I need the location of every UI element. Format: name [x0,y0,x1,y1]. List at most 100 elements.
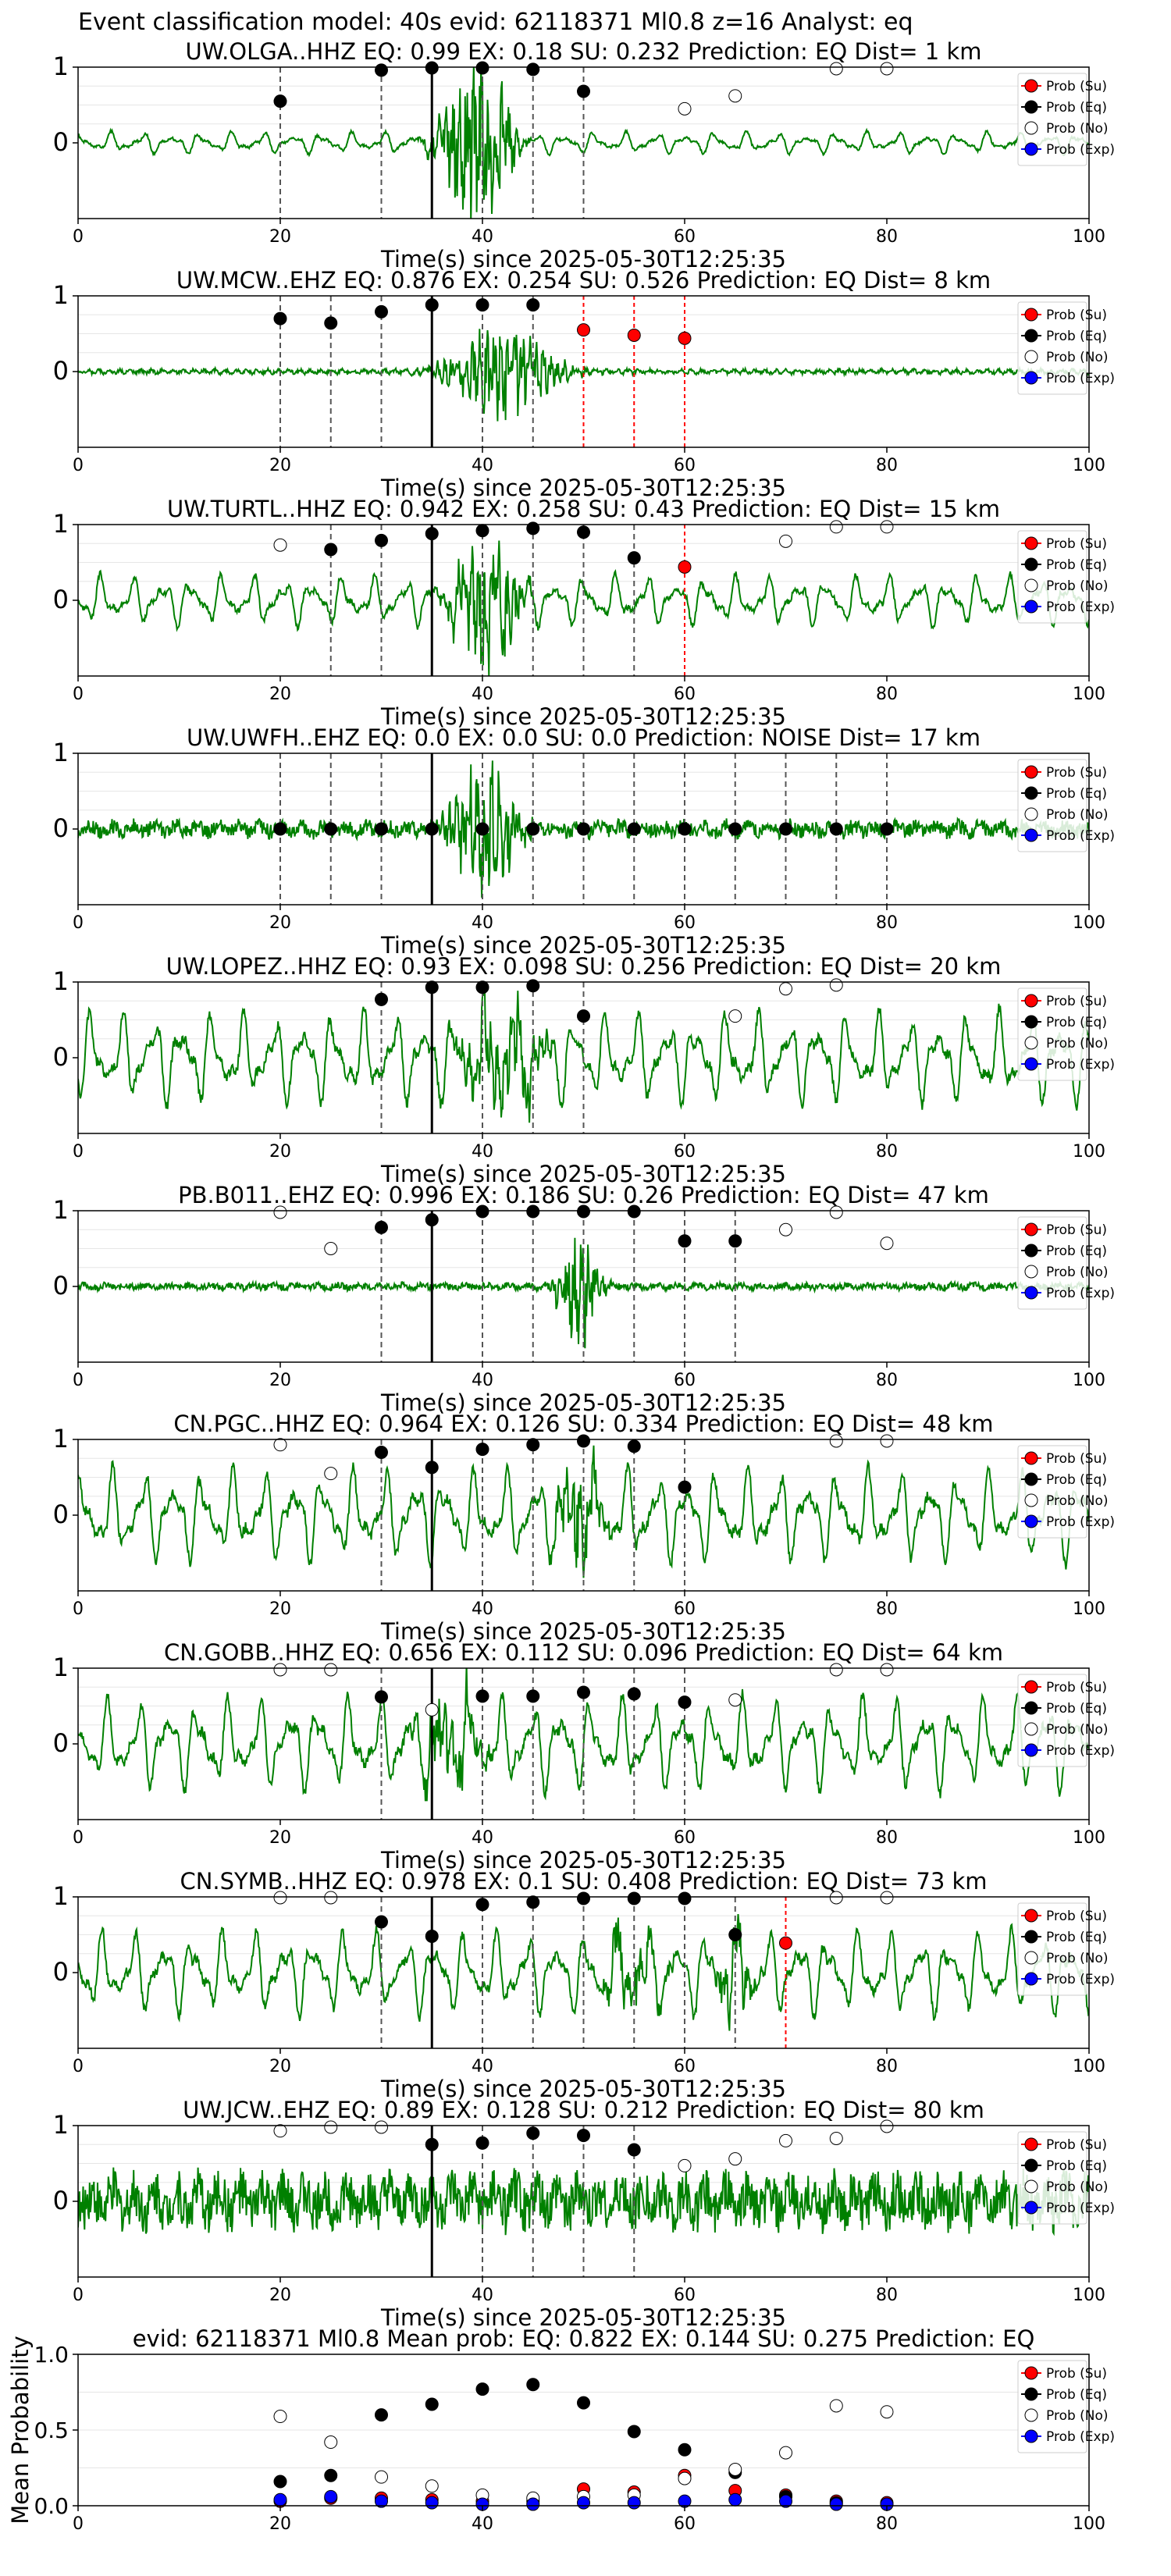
prob-point-no [324,1242,338,1255]
legend-label: Prob (Su) [1046,2366,1107,2382]
prob-point-eq [475,524,489,538]
legend-label: Prob (Exp) [1046,1743,1115,1759]
prob-point-no [273,1205,287,1219]
prob-point-no [779,534,792,548]
mean-prob-point-no [779,2446,792,2460]
legend-marker [1024,1244,1038,1258]
legend-label: Prob (Exp) [1046,371,1115,386]
prob-point-eq [375,1445,388,1459]
y-tick-label: 0 [53,1957,69,1987]
panel-title: CN.PGC..HHZ EQ: 0.964 EX: 0.126 SU: 0.33… [173,1411,993,1437]
prob-point-eq [627,1204,641,1219]
mean-prob-point-exp [375,2494,388,2508]
legend-box [1017,73,1087,166]
x-tick-label: 40 [472,227,493,247]
prob-point-eq [475,980,489,994]
legend-marker [1024,1036,1038,1050]
mean-prob-point-no [324,2435,338,2450]
legend: Prob (Su) Prob (Eq) Prob (No) Prob (Exp) [1017,530,1115,624]
mean-prob-point-eq [375,2408,388,2422]
station-panels: UW.OLGA..HHZ EQ: 0.99 EX: 0.18 SU: 0.232… [7,38,1115,2534]
panel-title: UW.TURTL..HHZ EQ: 0.942 EX: 0.258 SU: 0.… [167,496,1000,522]
prob-point-eq [375,1690,388,1704]
x-tick-label: 0 [73,2286,84,2305]
plot-area [78,296,1089,447]
x-tick-label: 40 [472,1142,493,1162]
mean-prob-point-no [425,2479,439,2493]
legend-box [1017,1902,1087,1996]
prob-point-su [577,323,590,337]
prob-point-eq [375,822,388,836]
x-tick-label: 100 [1073,1142,1105,1162]
prob-point-eq [526,1895,540,1909]
x-tick-label: 100 [1073,1371,1105,1390]
prob-point-eq [577,1891,590,1905]
x-tick-label: 40 [472,2057,493,2076]
x-axis-label: Time(s) since 2025-05-30T12:25:35 [380,475,786,501]
waveform-trace [78,982,1089,1123]
x-tick-label: 60 [674,1142,696,1162]
prob-point-no [273,1891,287,1905]
x-axis-label: Time(s) since 2025-05-30T12:25:35 [380,1618,786,1645]
prob-point-eq [475,298,489,312]
x-tick-label: 20 [269,1599,291,1619]
legend-marker [1024,1972,1038,1986]
station-panel-5: UW.LOPEZ..HHZ EQ: 0.93 EX: 0.098 SU: 0.2… [53,953,1115,1187]
mean-prob-point-exp [526,2497,540,2511]
prob-point-no [273,2124,287,2138]
x-tick-label: 40 [472,1599,493,1619]
prob-point-eq [728,1234,742,1248]
legend-label: Prob (No) [1046,1036,1109,1051]
x-tick-label: 100 [1073,913,1105,933]
prob-point-no [829,1891,843,1905]
x-axis-label: Time(s) since 2025-05-30T12:25:35 [380,703,786,730]
panel-title: UW.JCW..EHZ EQ: 0.89 EX: 0.128 SU: 0.212… [183,2097,984,2123]
legend-marker [1024,1472,1038,1486]
x-tick-label: 60 [674,456,696,475]
legend-label: Prob (Su) [1046,1680,1107,1695]
legend-marker [1024,121,1038,135]
x-axis-label: Time(s) since 2025-05-30T12:25:35 [380,1161,786,1187]
prob-point-eq [273,94,287,109]
mean-prob-point-eq [627,2425,641,2439]
prob-point-eq [526,1689,540,1703]
legend-marker [1024,2179,1038,2194]
prob-point-eq [526,2126,540,2140]
x-tick-label: 100 [1073,1599,1105,1619]
legend-label: Prob (Exp) [1046,1057,1115,1073]
panel-title: UW.LOPEZ..HHZ EQ: 0.93 EX: 0.098 SU: 0.2… [166,953,1002,980]
x-tick-label: 100 [1073,456,1105,475]
legend-label: Prob (Eq) [1046,2387,1107,2403]
legend-box [1017,2360,1087,2453]
legend-label: Prob (Exp) [1046,1972,1115,1987]
prob-point-eq [375,1915,388,1929]
prob-point-eq [475,1689,489,1703]
panel-title: CN.SYMB..HHZ EQ: 0.978 EX: 0.1 SU: 0.408… [180,1868,987,1895]
legend: Prob (Su) Prob (Eq) Prob (No) Prob (Exp) [1017,301,1115,395]
x-tick-label: 80 [876,1371,898,1390]
prob-point-no [728,1009,742,1023]
prob-point-eq [425,527,439,541]
legend-box [1017,1216,1087,1310]
mean-prob-point-no [728,2462,742,2476]
prob-point-eq [273,822,287,836]
waveform-trace [78,1914,1089,2031]
prob-point-eq [475,1204,489,1219]
x-tick-label: 40 [472,2514,493,2534]
x-tick-label: 60 [674,2057,696,2076]
y-tick-label: 1 [53,1881,69,1911]
legend-label: Prob (Exp) [1046,142,1115,158]
y-tick-label: 0 [53,1500,69,1529]
prob-point-no [880,2119,894,2133]
legend-label: Prob (No) [1046,2408,1109,2424]
legend: Prob (Su) Prob (Eq) Prob (No) Prob (Exp) [1017,1445,1115,1539]
prob-point-no [880,1434,894,1448]
mean-prob-point-eq [678,2443,692,2457]
legend-box [1017,1445,1087,1539]
legend-label: Prob (Su) [1046,2137,1107,2153]
x-tick-label: 60 [674,913,696,933]
x-tick-label: 40 [472,685,493,704]
x-tick-label: 0 [73,1371,84,1390]
legend-label: Prob (No) [1046,807,1109,823]
